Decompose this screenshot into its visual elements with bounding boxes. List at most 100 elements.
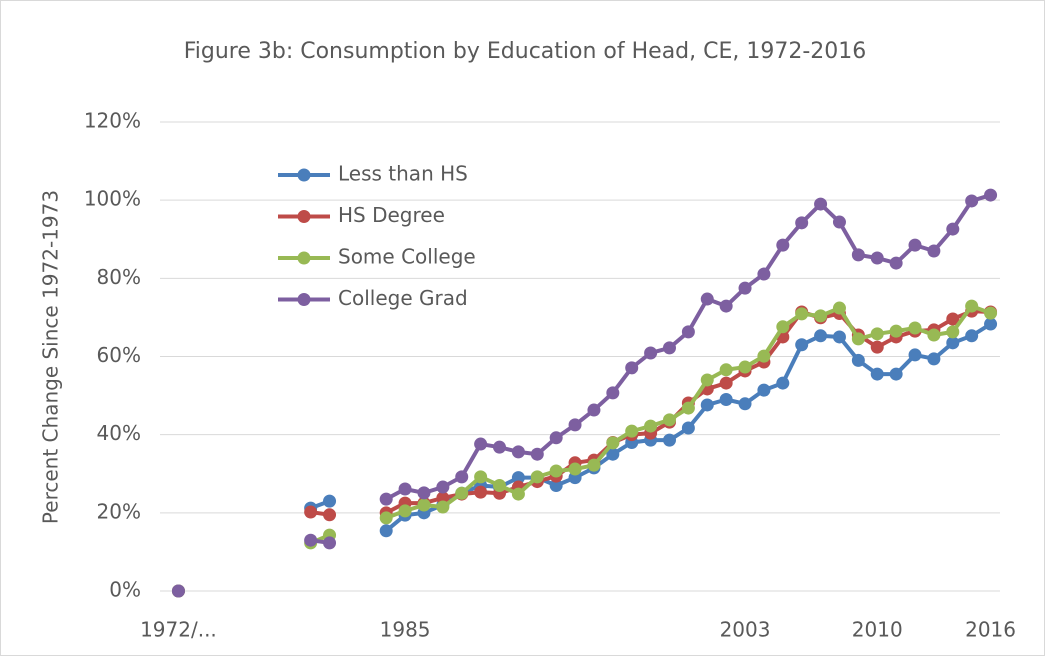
data-point — [398, 482, 412, 496]
data-point — [795, 307, 809, 321]
data-point — [436, 500, 450, 514]
data-point — [832, 301, 846, 315]
legend-marker — [297, 168, 311, 182]
data-point — [530, 447, 544, 461]
data-point — [323, 508, 337, 522]
data-point — [493, 478, 507, 492]
data-point — [719, 363, 733, 377]
data-point — [738, 281, 752, 295]
data-point — [606, 447, 620, 461]
data-point — [946, 222, 960, 236]
x-tick-label: 2010 — [852, 618, 903, 642]
chart-title: Figure 3b: Consumption by Education of H… — [184, 39, 867, 64]
x-tick-label: 2016 — [965, 618, 1016, 642]
data-point — [323, 536, 337, 550]
data-point — [700, 398, 714, 412]
data-point — [511, 487, 525, 501]
data-point — [776, 320, 790, 334]
data-point — [870, 340, 884, 354]
data-point — [908, 321, 922, 335]
data-point — [927, 328, 941, 342]
data-point — [455, 470, 469, 484]
data-point — [795, 216, 809, 230]
data-point — [889, 324, 903, 338]
data-point — [323, 494, 337, 508]
data-point — [417, 498, 431, 512]
legend-label: Less than HS — [338, 162, 468, 186]
legend-marker — [297, 293, 311, 306]
data-point — [870, 251, 884, 265]
data-point — [984, 306, 998, 320]
data-point — [304, 505, 318, 519]
data-point — [757, 349, 771, 363]
data-point — [662, 433, 676, 447]
data-point — [814, 329, 828, 343]
data-point — [946, 312, 960, 326]
data-point — [681, 401, 695, 415]
data-point — [738, 360, 752, 374]
data-point — [549, 478, 563, 492]
data-point — [814, 197, 828, 211]
data-point — [776, 376, 790, 390]
data-point — [700, 373, 714, 387]
data-point — [946, 325, 960, 339]
legend-marker — [297, 210, 311, 223]
data-point — [587, 403, 601, 417]
data-point — [700, 292, 714, 306]
data-point — [832, 330, 846, 344]
data-point — [662, 341, 676, 355]
data-point — [965, 299, 979, 313]
data-point — [606, 386, 620, 400]
data-point — [719, 392, 733, 406]
data-point — [549, 431, 563, 445]
data-point — [757, 383, 771, 397]
data-point — [965, 329, 979, 343]
data-point — [662, 413, 676, 427]
data-point — [795, 338, 809, 352]
data-point — [870, 367, 884, 381]
data-point — [568, 462, 582, 476]
data-point — [436, 491, 450, 505]
data-point — [889, 367, 903, 381]
data-point — [304, 533, 318, 547]
data-point — [908, 238, 922, 252]
data-point — [568, 418, 582, 432]
data-point — [719, 376, 733, 390]
data-point — [474, 470, 488, 484]
data-point — [436, 480, 450, 494]
x-tick-label: 1985 — [380, 618, 431, 642]
data-point — [851, 353, 865, 367]
legend-label: HS Degree — [338, 203, 445, 227]
data-point — [984, 188, 998, 202]
data-point — [379, 511, 393, 525]
data-point — [870, 327, 884, 341]
data-point — [474, 485, 488, 499]
legend-marker — [297, 251, 311, 265]
data-point — [625, 424, 639, 438]
data-point — [606, 436, 620, 450]
data-point — [984, 317, 998, 331]
data-point — [965, 194, 979, 208]
legend-label: College Grad — [338, 286, 468, 310]
data-point — [549, 464, 563, 478]
data-point — [719, 299, 733, 313]
x-tick-label: 1972/... — [140, 618, 217, 642]
data-point — [530, 470, 544, 484]
data-point — [738, 397, 752, 411]
data-point — [889, 256, 903, 270]
y-tick-label: 60% — [97, 343, 141, 367]
data-point — [851, 332, 865, 346]
data-point — [644, 419, 658, 433]
data-point — [851, 248, 865, 262]
data-point — [379, 524, 393, 538]
data-point — [417, 486, 431, 500]
data-point — [927, 352, 941, 366]
data-point — [511, 471, 525, 485]
data-point — [927, 244, 941, 258]
data-point — [681, 325, 695, 339]
data-point — [832, 215, 846, 229]
y-axis-title: Percent Change Since 1972-1973 — [39, 190, 63, 524]
legend-label: Some College — [338, 245, 476, 269]
data-point — [681, 421, 695, 435]
